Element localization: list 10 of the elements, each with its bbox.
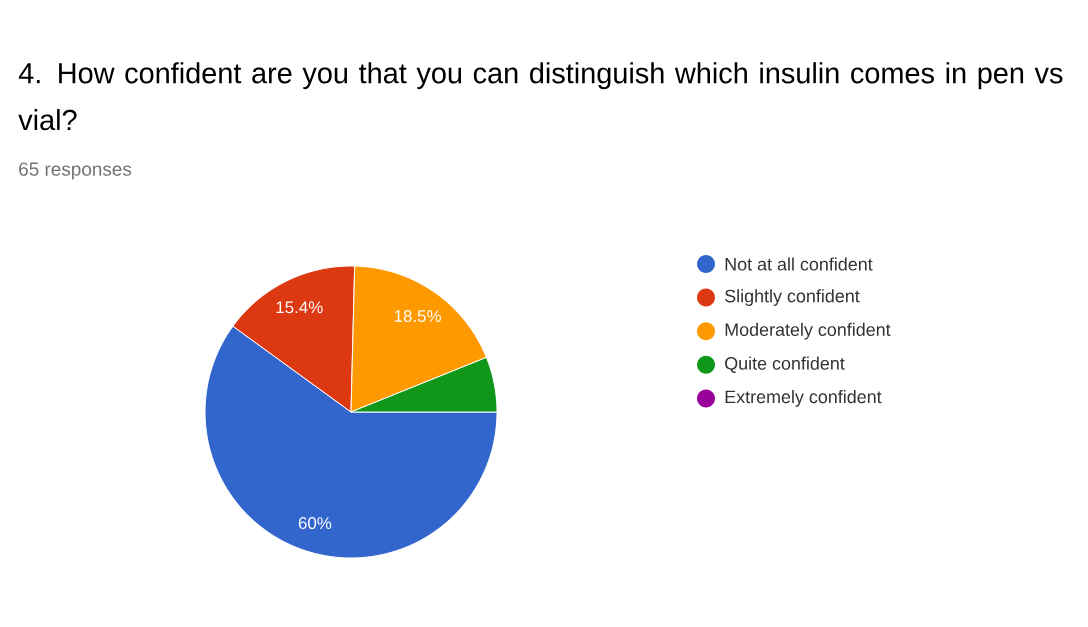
data-label: 18.5%: [394, 310, 441, 323]
data-label: 15.4%: [276, 301, 323, 314]
chart-subtitle: 65 responses: [19, 162, 132, 180]
legend-label: Quite confident: [725, 356, 845, 373]
legend-label: Moderately confident: [725, 322, 891, 340]
data-label: 60%: [298, 517, 332, 530]
legend-label: Slightly confident: [725, 289, 860, 306]
legend-label: Not at all confident: [725, 257, 873, 271]
chart-title: 4. How confident are you that you can distinguish which insulin comes in pen vs vial?: [18, 62, 1063, 131]
legend-label: Extremely confident: [725, 390, 882, 407]
